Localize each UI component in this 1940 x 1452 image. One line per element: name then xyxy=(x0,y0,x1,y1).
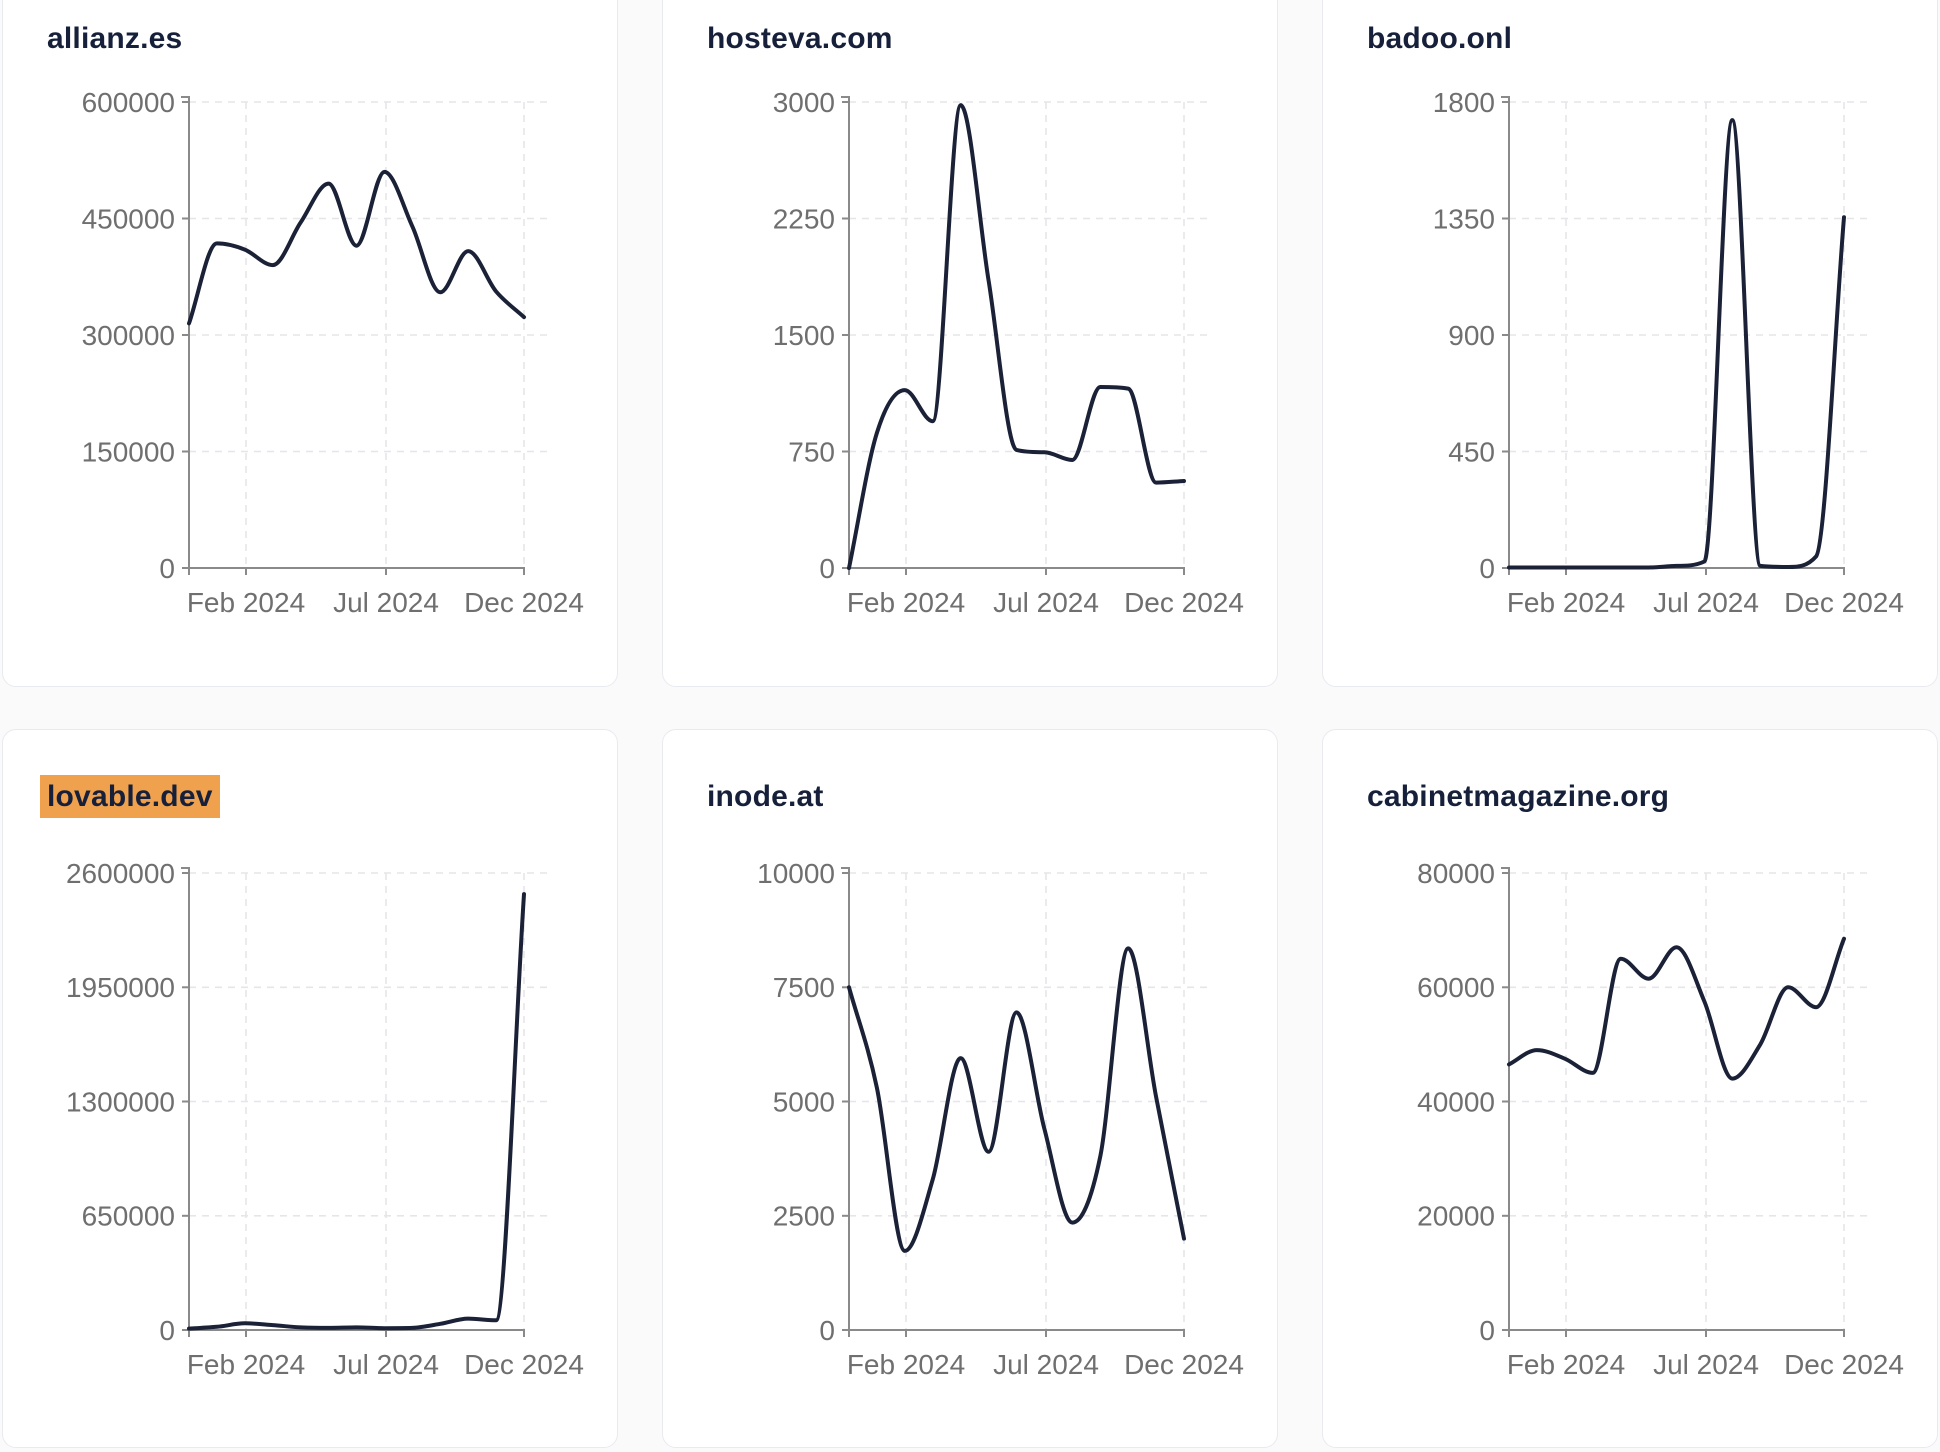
chart-card: badoo.onl 0 450 900 1350 1800 Feb 2024 Jul 2024… xyxy=(1322,0,1938,687)
y-tick-label: 600000 xyxy=(82,87,175,118)
y-tick-label: 1950000 xyxy=(66,972,175,1003)
x-tick-label: Jul 2024 xyxy=(993,587,1099,618)
y-axis xyxy=(841,867,850,1330)
y-tick-label: 40000 xyxy=(1417,1086,1495,1117)
series-line xyxy=(187,169,526,326)
series-line xyxy=(1507,936,1846,1081)
y-tick-label: 300000 xyxy=(82,320,175,351)
x-tick-label: Feb 2024 xyxy=(847,1349,965,1380)
x-tick-label: Feb 2024 xyxy=(1507,1349,1625,1380)
x-tick-label: Dec 2024 xyxy=(464,587,584,618)
chart-card: lovable.dev 0 650000 1300000 1950000 2600000 F… xyxy=(2,729,618,1448)
y-tick-label: 450000 xyxy=(82,203,175,234)
y-tick-label: 1800 xyxy=(1433,87,1495,118)
x-tick-label: Jul 2024 xyxy=(1653,1349,1759,1380)
line-chart: 0 2500 5000 7500 10000 Feb 2024 Jul 2024 Dec 20… xyxy=(757,858,1244,1380)
line-chart: 0 150000 300000 450000 600000 Feb 2024 Jul 202… xyxy=(82,87,584,618)
chart-title: lovable.dev xyxy=(40,775,220,818)
y-axis xyxy=(181,867,190,1330)
y-tick-label: 0 xyxy=(159,1315,175,1346)
y-tick-label: 10000 xyxy=(757,858,835,889)
line-chart: 0 650000 1300000 1950000 2600000 Feb 2024 Jul … xyxy=(66,858,584,1380)
y-tick-label: 0 xyxy=(159,553,175,584)
chart-title: hosteva.com xyxy=(707,22,893,56)
chart-title-text: inode.at xyxy=(707,780,824,813)
x-tick-label: Jul 2024 xyxy=(333,1349,439,1380)
chart-card: allianz.es 0 150000 300000 450000 600000 Feb 2… xyxy=(2,0,618,687)
chart-card: hosteva.com 0 750 1500 2250 3000 Feb 2024 Jul 2… xyxy=(662,0,1278,687)
y-tick-label: 20000 xyxy=(1417,1201,1495,1232)
x-tick-label: Dec 2024 xyxy=(464,1349,584,1380)
y-tick-label: 650000 xyxy=(82,1201,175,1232)
y-tick-label: 0 xyxy=(819,1315,835,1346)
x-tick-label: Dec 2024 xyxy=(1124,1349,1244,1380)
series-line xyxy=(847,103,1186,570)
x-axis xyxy=(1508,1329,1845,1337)
x-tick-label: Dec 2024 xyxy=(1784,587,1904,618)
y-axis xyxy=(841,96,850,568)
chart-card: cabinetmagazine.org 0 20000 40000 60000 80000… xyxy=(1322,729,1938,1448)
chart-title-text: badoo.onl xyxy=(1367,22,1513,55)
y-tick-label: 2600000 xyxy=(66,858,175,889)
y-axis xyxy=(1501,867,1510,1330)
y-tick-label: 80000 xyxy=(1417,858,1495,889)
line-chart: 0 20000 40000 60000 80000 Feb 2024 Jul 2024 Dec… xyxy=(1417,858,1904,1380)
y-tick-label: 0 xyxy=(819,553,835,584)
y-tick-label: 5000 xyxy=(773,1086,835,1117)
y-tick-label: 450 xyxy=(1448,436,1495,467)
line-chart: 0 750 1500 2250 3000 Feb 2024 Jul 2024 Dec 2024 xyxy=(773,87,1244,618)
chart-title: allianz.es xyxy=(47,22,182,56)
chart-title-text: allianz.es xyxy=(47,22,183,55)
y-axis xyxy=(181,96,190,568)
y-tick-label: 0 xyxy=(1479,553,1495,584)
chart-title: badoo.onl xyxy=(1367,22,1512,56)
chart-title-text: hosteva.com xyxy=(707,22,893,55)
series-line xyxy=(187,892,526,1331)
x-tick-label: Jul 2024 xyxy=(1653,587,1759,618)
y-tick-label: 3000 xyxy=(773,87,835,118)
x-tick-label: Jul 2024 xyxy=(993,1349,1099,1380)
x-tick-label: Jul 2024 xyxy=(333,587,439,618)
y-tick-label: 750 xyxy=(788,436,835,467)
y-tick-label: 150000 xyxy=(82,436,175,467)
x-axis xyxy=(188,567,525,575)
chart-title-highlighted-text: lovable.dev xyxy=(40,775,220,818)
y-tick-label: 60000 xyxy=(1417,972,1495,1003)
x-tick-label: Feb 2024 xyxy=(1507,587,1625,618)
y-tick-label: 2500 xyxy=(773,1201,835,1232)
x-tick-label: Dec 2024 xyxy=(1124,587,1244,618)
y-axis xyxy=(1501,96,1510,568)
x-tick-label: Feb 2024 xyxy=(847,587,965,618)
x-tick-label: Dec 2024 xyxy=(1784,1349,1904,1380)
x-axis xyxy=(188,1329,525,1337)
y-tick-label: 2250 xyxy=(773,203,835,234)
y-tick-label: 1300000 xyxy=(66,1086,175,1117)
y-tick-label: 7500 xyxy=(773,972,835,1003)
chart-title: cabinetmagazine.org xyxy=(1367,780,1669,814)
x-axis xyxy=(848,567,1185,575)
x-tick-label: Feb 2024 xyxy=(187,587,305,618)
y-tick-label: 0 xyxy=(1479,1315,1495,1346)
y-tick-label: 900 xyxy=(1448,320,1495,351)
y-tick-label: 1350 xyxy=(1433,203,1495,234)
series-line xyxy=(1507,118,1846,570)
chart-card: inode.at 0 2500 5000 7500 10000 Feb 2024 Jul 20… xyxy=(662,729,1278,1448)
line-chart: 0 450 900 1350 1800 Feb 2024 Jul 2024 Dec 2024 xyxy=(1433,87,1904,618)
chart-title-text: cabinetmagazine.org xyxy=(1367,780,1670,813)
series-line xyxy=(847,946,1186,1253)
x-tick-label: Feb 2024 xyxy=(187,1349,305,1380)
y-tick-label: 1500 xyxy=(773,320,835,351)
chart-title: inode.at xyxy=(707,780,824,814)
x-axis xyxy=(848,1329,1185,1337)
